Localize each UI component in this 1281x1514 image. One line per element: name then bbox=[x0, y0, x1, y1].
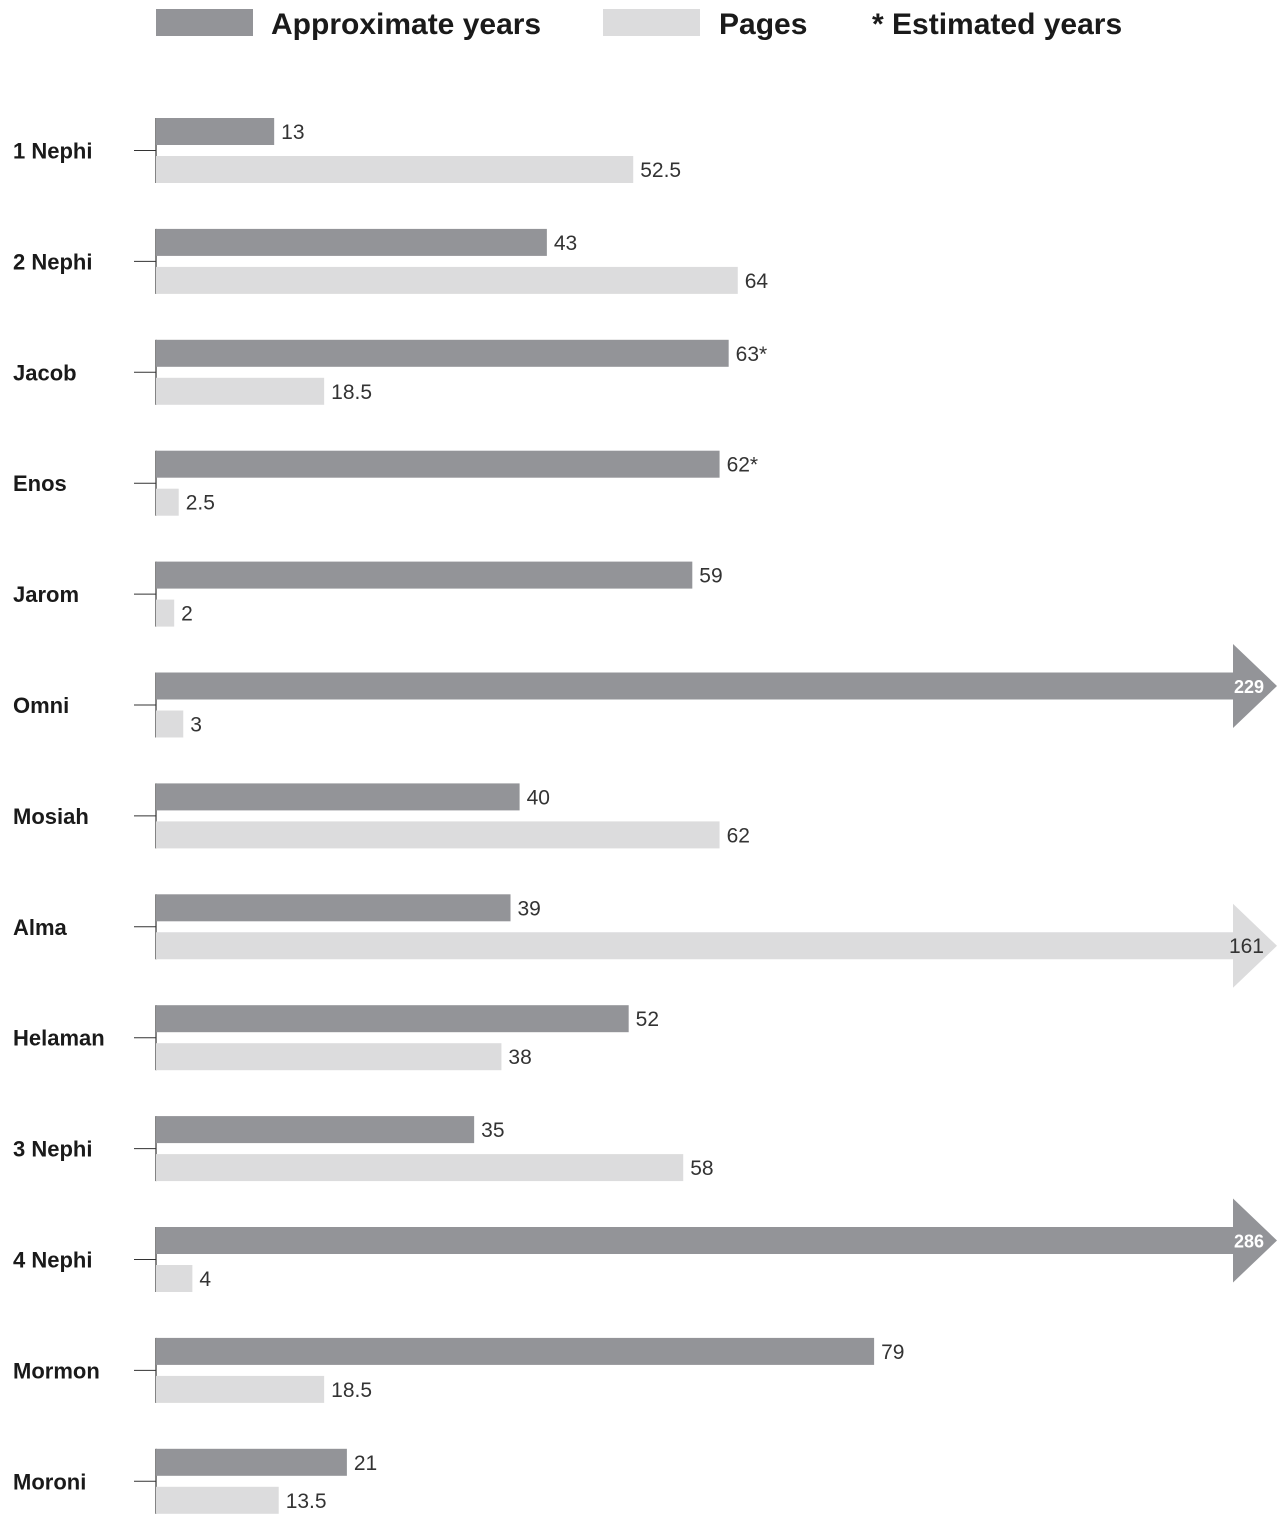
years-value-label: 62* bbox=[727, 454, 759, 477]
pages-value-label: 18.5 bbox=[331, 1379, 372, 1402]
bar-group-moroni: Moroni 21 13.5 bbox=[13, 1448, 377, 1514]
bar-group-mormon: Mormon 79 18.5 bbox=[13, 1337, 904, 1403]
years-bar bbox=[156, 118, 275, 145]
category-label: Omni bbox=[13, 693, 69, 718]
years-value-label: 59 bbox=[699, 565, 722, 588]
category-label: 3 Nephi bbox=[13, 1137, 92, 1162]
pages-bar-arrow bbox=[156, 903, 1277, 988]
years-bar bbox=[156, 894, 511, 922]
legend-label-years: Approximate years bbox=[271, 8, 541, 41]
years-bar-arrow bbox=[156, 1198, 1277, 1283]
pages-bar bbox=[156, 488, 179, 516]
category-label: Mormon bbox=[13, 1358, 100, 1383]
years-bar bbox=[156, 1116, 475, 1144]
bar-group-helaman: Helaman 52 38 bbox=[13, 1005, 659, 1071]
years-value-label: 229 bbox=[1234, 677, 1264, 697]
category-label: 1 Nephi bbox=[13, 139, 92, 164]
pages-bar bbox=[156, 266, 738, 294]
bar-group-4-nephi: 4 Nephi 286 4 bbox=[13, 1198, 1277, 1292]
pages-bar bbox=[156, 599, 175, 627]
pages-value-label: 4 bbox=[199, 1268, 211, 1291]
years-value-label: 39 bbox=[518, 897, 541, 920]
pages-value-label: 13.5 bbox=[286, 1490, 327, 1513]
years-value-label: 43 bbox=[554, 232, 577, 255]
years-bar bbox=[156, 1337, 875, 1365]
years-value-label: 286 bbox=[1234, 1232, 1264, 1252]
legend-estimated-note: * Estimated years bbox=[872, 8, 1122, 41]
pages-bar bbox=[156, 1375, 325, 1403]
category-label: Enos bbox=[13, 471, 67, 496]
bar-group-mosiah: Mosiah 40 62 bbox=[13, 783, 750, 849]
category-label: Helaman bbox=[13, 1026, 105, 1051]
pages-bar bbox=[156, 710, 184, 738]
legend-swatch-years bbox=[156, 9, 253, 36]
years-value-label: 52 bbox=[636, 1008, 659, 1031]
years-bar bbox=[156, 228, 547, 256]
years-bar bbox=[156, 561, 693, 589]
category-label: Alma bbox=[13, 915, 68, 940]
category-label: Mosiah bbox=[13, 804, 89, 829]
pages-value-label: 64 bbox=[745, 270, 769, 293]
pages-bar bbox=[156, 156, 634, 183]
legend-label-pages: Pages bbox=[719, 8, 807, 41]
legend: Approximate years Pages * Estimated year… bbox=[156, 8, 1122, 41]
pages-bar bbox=[156, 1265, 193, 1292]
pages-value-label: 38 bbox=[508, 1046, 531, 1069]
years-value-label: 63* bbox=[736, 343, 768, 366]
pages-bar bbox=[156, 377, 325, 405]
category-label: 4 Nephi bbox=[13, 1248, 92, 1273]
category-label: Moroni bbox=[13, 1469, 86, 1494]
category-label: 2 Nephi bbox=[13, 249, 92, 274]
pages-value-label: 62 bbox=[727, 824, 750, 847]
bar-group-jarom: Jarom 59 2 bbox=[13, 561, 723, 627]
years-value-label: 40 bbox=[527, 786, 550, 809]
years-value-label: 21 bbox=[354, 1452, 377, 1475]
years-bar bbox=[156, 450, 720, 478]
category-label: Jarom bbox=[13, 582, 79, 607]
years-value-label: 35 bbox=[481, 1119, 504, 1142]
years-bar bbox=[156, 1005, 629, 1033]
years-value-label: 13 bbox=[281, 121, 304, 144]
bar-group-alma: Alma 39 161 bbox=[13, 894, 1277, 988]
years-bar bbox=[156, 783, 520, 811]
pages-value-label: 2.5 bbox=[186, 492, 215, 515]
pages-bar bbox=[156, 1486, 279, 1514]
pages-value-label: 3 bbox=[190, 714, 202, 737]
pages-bar bbox=[156, 821, 720, 849]
years-bar bbox=[156, 1448, 347, 1476]
pages-value-label: 18.5 bbox=[331, 381, 372, 404]
bar-group-omni: Omni 229 3 bbox=[13, 644, 1277, 738]
years-bar-arrow bbox=[156, 644, 1277, 728]
bar-group-3-nephi: 3 Nephi 35 58 bbox=[13, 1116, 714, 1182]
category-label: Jacob bbox=[13, 360, 77, 385]
years-bar bbox=[156, 339, 729, 367]
pages-value-label: 161 bbox=[1229, 935, 1264, 958]
bar-group-2-nephi: 2 Nephi 43 64 bbox=[13, 228, 769, 294]
legend-swatch-pages bbox=[603, 9, 700, 36]
pages-value-label: 58 bbox=[690, 1157, 713, 1180]
years-value-label: 79 bbox=[881, 1341, 904, 1364]
bar-group-1-nephi: 1 Nephi 13 52.5 bbox=[13, 118, 681, 183]
pages-value-label: 2 bbox=[181, 603, 193, 626]
pages-bar bbox=[156, 1043, 502, 1071]
pages-bar bbox=[156, 1154, 684, 1182]
pages-value-label: 52.5 bbox=[640, 159, 681, 182]
bar-group-jacob: Jacob 63* 18.5 bbox=[13, 339, 768, 405]
bar-group-enos: Enos 62* 2.5 bbox=[13, 450, 759, 516]
